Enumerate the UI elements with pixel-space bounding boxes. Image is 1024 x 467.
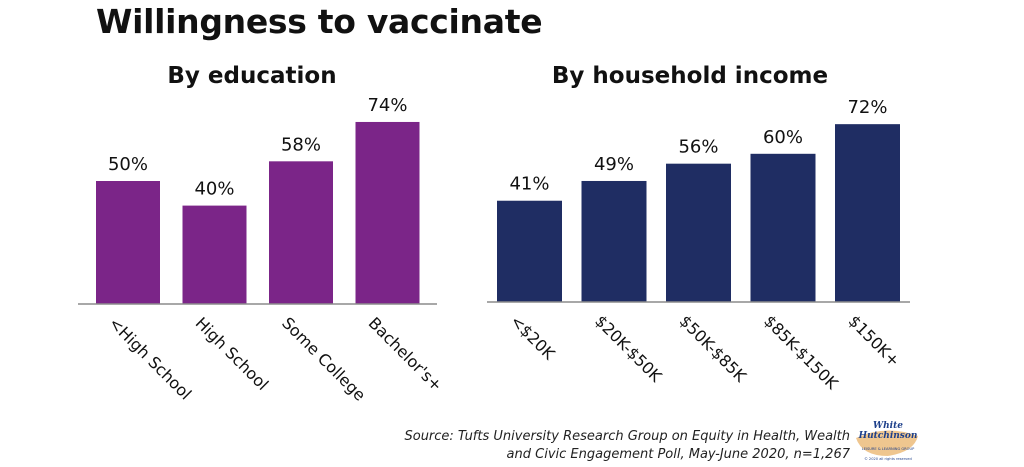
bar — [750, 153, 816, 302]
category-label: $85K-$150K — [760, 311, 842, 393]
bar — [96, 181, 160, 304]
data-label: 72% — [847, 97, 887, 118]
logo-mark: White Hutchinson LEISURE & LEARNING GROU… — [856, 421, 918, 461]
category-label: Bachelor's+ — [365, 313, 447, 395]
data-label: 41% — [509, 174, 549, 195]
category-label: $150K+ — [845, 311, 904, 370]
category-label: <High School — [105, 313, 195, 403]
logo-copyright: © 2020 all rights reserved — [864, 457, 912, 461]
data-label: 58% — [281, 134, 321, 155]
data-label: 40% — [194, 179, 234, 200]
education-chart: By education 50% <High School 40% High Schoo… — [78, 63, 446, 405]
source-note: Source: Tufts University Research Group … — [330, 428, 850, 464]
page-title: Willingness to vaccinate — [96, 2, 543, 41]
chart-title: By education — [167, 63, 336, 89]
bar — [581, 180, 647, 302]
logo-name-line2: Hutchinson — [858, 431, 918, 441]
bar — [355, 121, 420, 305]
category-label: <$20K — [507, 311, 559, 363]
bar — [835, 124, 900, 302]
data-label: 50% — [108, 154, 148, 175]
category-label: $50K-$85K — [676, 311, 751, 386]
bar — [269, 161, 333, 304]
logo-name-line1: White — [873, 421, 903, 431]
bar — [497, 200, 562, 302]
white-hutchinson-logo: White Hutchinson LEISURE & LEARNING GROU… — [848, 418, 924, 462]
data-label: 60% — [763, 127, 803, 148]
source-line-1: Source: Tufts University Research Group … — [404, 429, 850, 444]
data-label: 49% — [594, 154, 634, 175]
chart-title: By household income — [552, 63, 828, 89]
logo-tagline: LEISURE & LEARNING GROUP — [862, 447, 915, 451]
category-label: Some College — [278, 313, 369, 404]
income-chart: By household income 41% <$20K 49% $20K-$50K 5… — [487, 63, 910, 393]
data-label: 74% — [367, 95, 407, 116]
bar — [666, 163, 731, 302]
data-label: 56% — [678, 137, 718, 158]
source-line-2: and Civic Engagement Poll, May-June 2020… — [506, 447, 850, 462]
category-label: High School — [192, 313, 273, 394]
bar — [182, 205, 247, 304]
category-label: $20K-$50K — [591, 311, 666, 386]
